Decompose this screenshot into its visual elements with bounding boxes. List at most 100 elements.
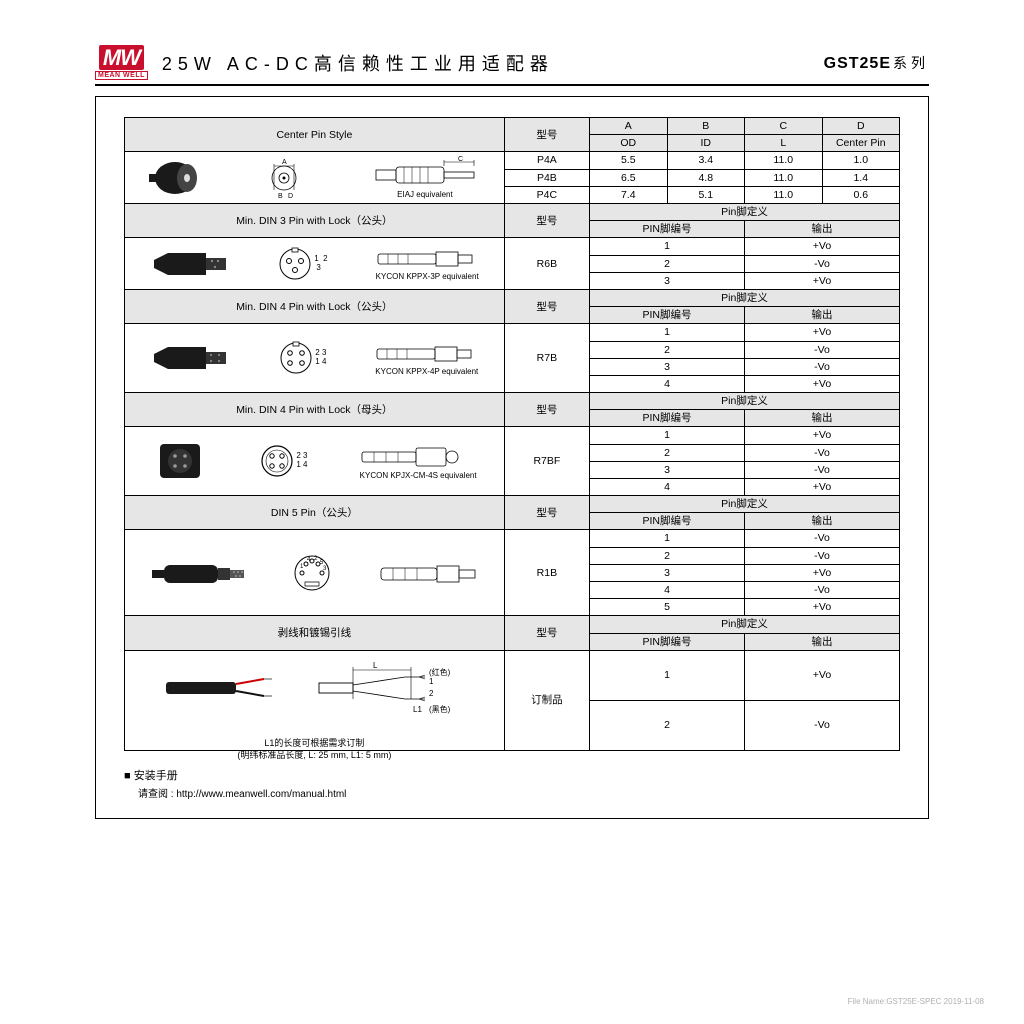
cell: -Vo bbox=[745, 341, 900, 358]
svg-text:1: 1 bbox=[300, 564, 304, 570]
cell: 1 bbox=[590, 427, 745, 444]
content-frame: Center Pin Style 型号 A B C D OD ID L Cent… bbox=[95, 96, 929, 819]
cell: 1 bbox=[590, 650, 745, 700]
cell: 1.4 bbox=[822, 169, 900, 186]
din3-diagram: 1 2 3 KYCON KPPX-3P equivalent bbox=[125, 238, 505, 290]
svg-text:L: L bbox=[373, 661, 378, 670]
svg-text:B: B bbox=[278, 193, 283, 200]
pin-no-label: PIN脚编号 bbox=[590, 221, 745, 238]
model-label: 型号 bbox=[504, 290, 589, 324]
din-cable-icon bbox=[360, 441, 460, 471]
manual-section: 安装手册 请查阅 : http://www.meanwell.com/manua… bbox=[124, 767, 900, 800]
din-plug-side-icon bbox=[150, 341, 230, 375]
footer-filename: File Name:GST25E-SPEC 2019-11-08 bbox=[848, 997, 984, 1006]
cell: +Vo bbox=[745, 427, 900, 444]
din4-face-icon bbox=[279, 341, 313, 375]
series-label: GST25E系列 bbox=[824, 53, 929, 73]
cell: 3 bbox=[590, 461, 745, 478]
output-label: 输出 bbox=[745, 307, 900, 324]
model-label: 型号 bbox=[504, 616, 589, 650]
svg-text:A: A bbox=[282, 159, 287, 166]
din3-model: R6B bbox=[504, 238, 589, 290]
model-label: 型号 bbox=[504, 393, 589, 427]
cell: 5.5 bbox=[590, 152, 668, 169]
col-cp: Center Pin bbox=[822, 135, 900, 152]
page-title: 25W AC-DC高信赖性工业用适配器 bbox=[162, 50, 810, 76]
barrel-dim-icon: A B D bbox=[254, 156, 324, 200]
output-label: 输出 bbox=[745, 410, 900, 427]
cell: 2 bbox=[590, 547, 745, 564]
cell: 5 bbox=[590, 599, 745, 616]
stripped-wire-dim-icon: L (红色) 1 2 bbox=[315, 659, 465, 715]
cell: 0.6 bbox=[822, 186, 900, 203]
din4f-model: R7BF bbox=[504, 427, 589, 496]
cell-model: P4A bbox=[504, 152, 589, 169]
cell: -Vo bbox=[745, 255, 900, 272]
cell: 11.0 bbox=[745, 152, 823, 169]
cell: 11.0 bbox=[745, 186, 823, 203]
cell: 1 bbox=[590, 238, 745, 255]
din-plug-side-icon bbox=[150, 247, 230, 281]
col-c: C bbox=[745, 118, 823, 135]
pin-no-label: PIN脚编号 bbox=[590, 410, 745, 427]
cell: -Vo bbox=[745, 581, 900, 598]
cell: +Vo bbox=[745, 564, 900, 581]
cell: 4 bbox=[590, 375, 745, 392]
col-d: D bbox=[822, 118, 900, 135]
cell: 1 bbox=[590, 530, 745, 547]
din4f-diagram: 2 31 4 KYCON KPJX-CM-4S equivalent bbox=[125, 427, 505, 496]
col-l: L bbox=[745, 135, 823, 152]
cell: +Vo bbox=[745, 650, 900, 700]
logo-subtext: MEAN WELL bbox=[95, 71, 148, 80]
cell: +Vo bbox=[745, 238, 900, 255]
din5-diagram: 1 4 2 5 3 bbox=[125, 530, 505, 616]
manual-link-text: 请查阅 : http://www.meanwell.com/manual.htm… bbox=[124, 785, 900, 800]
din-cable-icon bbox=[375, 339, 475, 367]
col-a: A bbox=[590, 118, 668, 135]
din5-side-icon bbox=[150, 556, 246, 590]
svg-text:2: 2 bbox=[429, 689, 434, 698]
output-label: 输出 bbox=[745, 513, 900, 530]
cell: 2 bbox=[590, 341, 745, 358]
din4-face-icon bbox=[260, 444, 294, 478]
cell: 3 bbox=[590, 358, 745, 375]
din5-model: R1B bbox=[504, 530, 589, 616]
din4m-title: Min. DIN 4 Pin with Lock（公头） bbox=[125, 290, 505, 324]
model-label: 型号 bbox=[504, 204, 589, 238]
cell: 6.5 bbox=[590, 169, 668, 186]
din4m-model: R7B bbox=[504, 324, 589, 393]
svg-text:(红色): (红色) bbox=[429, 667, 451, 677]
pin-def-label: Pin脚定义 bbox=[590, 290, 900, 307]
pin-def-label: Pin脚定义 bbox=[590, 616, 900, 633]
svg-text:1: 1 bbox=[429, 677, 434, 686]
cell: -Vo bbox=[745, 461, 900, 478]
pin-no-label: PIN脚编号 bbox=[590, 633, 745, 650]
cell: 1.0 bbox=[822, 152, 900, 169]
din3-title: Min. DIN 3 Pin with Lock（公头） bbox=[125, 204, 505, 238]
cell: 2 bbox=[590, 700, 745, 750]
stripped-note2: (明纬标准品长度, L: 25 mm, L1: 5 mm) bbox=[129, 749, 500, 761]
din4f-title: Min. DIN 4 Pin with Lock（母头） bbox=[125, 393, 505, 427]
din5-face-icon: 1 4 2 5 3 bbox=[293, 554, 331, 592]
center-pin-title: Center Pin Style bbox=[125, 118, 505, 152]
output-label: 输出 bbox=[745, 633, 900, 650]
output-label: 输出 bbox=[745, 221, 900, 238]
cell: 4 bbox=[590, 478, 745, 495]
cell: 4.8 bbox=[667, 169, 745, 186]
cell: -Vo bbox=[745, 358, 900, 375]
cell: 2 bbox=[590, 255, 745, 272]
barrel-plug-icon: C bbox=[370, 154, 480, 190]
pin-def-label: Pin脚定义 bbox=[590, 393, 900, 410]
cell: +Vo bbox=[745, 272, 900, 289]
manual-title: 安装手册 bbox=[124, 767, 900, 783]
din5-title: DIN 5 Pin（公头） bbox=[125, 496, 505, 530]
cell: -Vo bbox=[745, 530, 900, 547]
svg-text:3: 3 bbox=[323, 566, 327, 572]
cell: 3 bbox=[590, 564, 745, 581]
page-header: MW MEAN WELL 25W AC-DC高信赖性工业用适配器 GST25E系… bbox=[95, 45, 929, 86]
cell: +Vo bbox=[745, 599, 900, 616]
connector-spec-table: Center Pin Style 型号 A B C D OD ID L Cent… bbox=[124, 117, 900, 751]
svg-text:(黑色): (黑色) bbox=[429, 704, 451, 714]
stripped-note1: L1的长度可根据需求订制 bbox=[129, 737, 500, 749]
stripped-diagram: L (红色) 1 2 bbox=[125, 650, 505, 750]
